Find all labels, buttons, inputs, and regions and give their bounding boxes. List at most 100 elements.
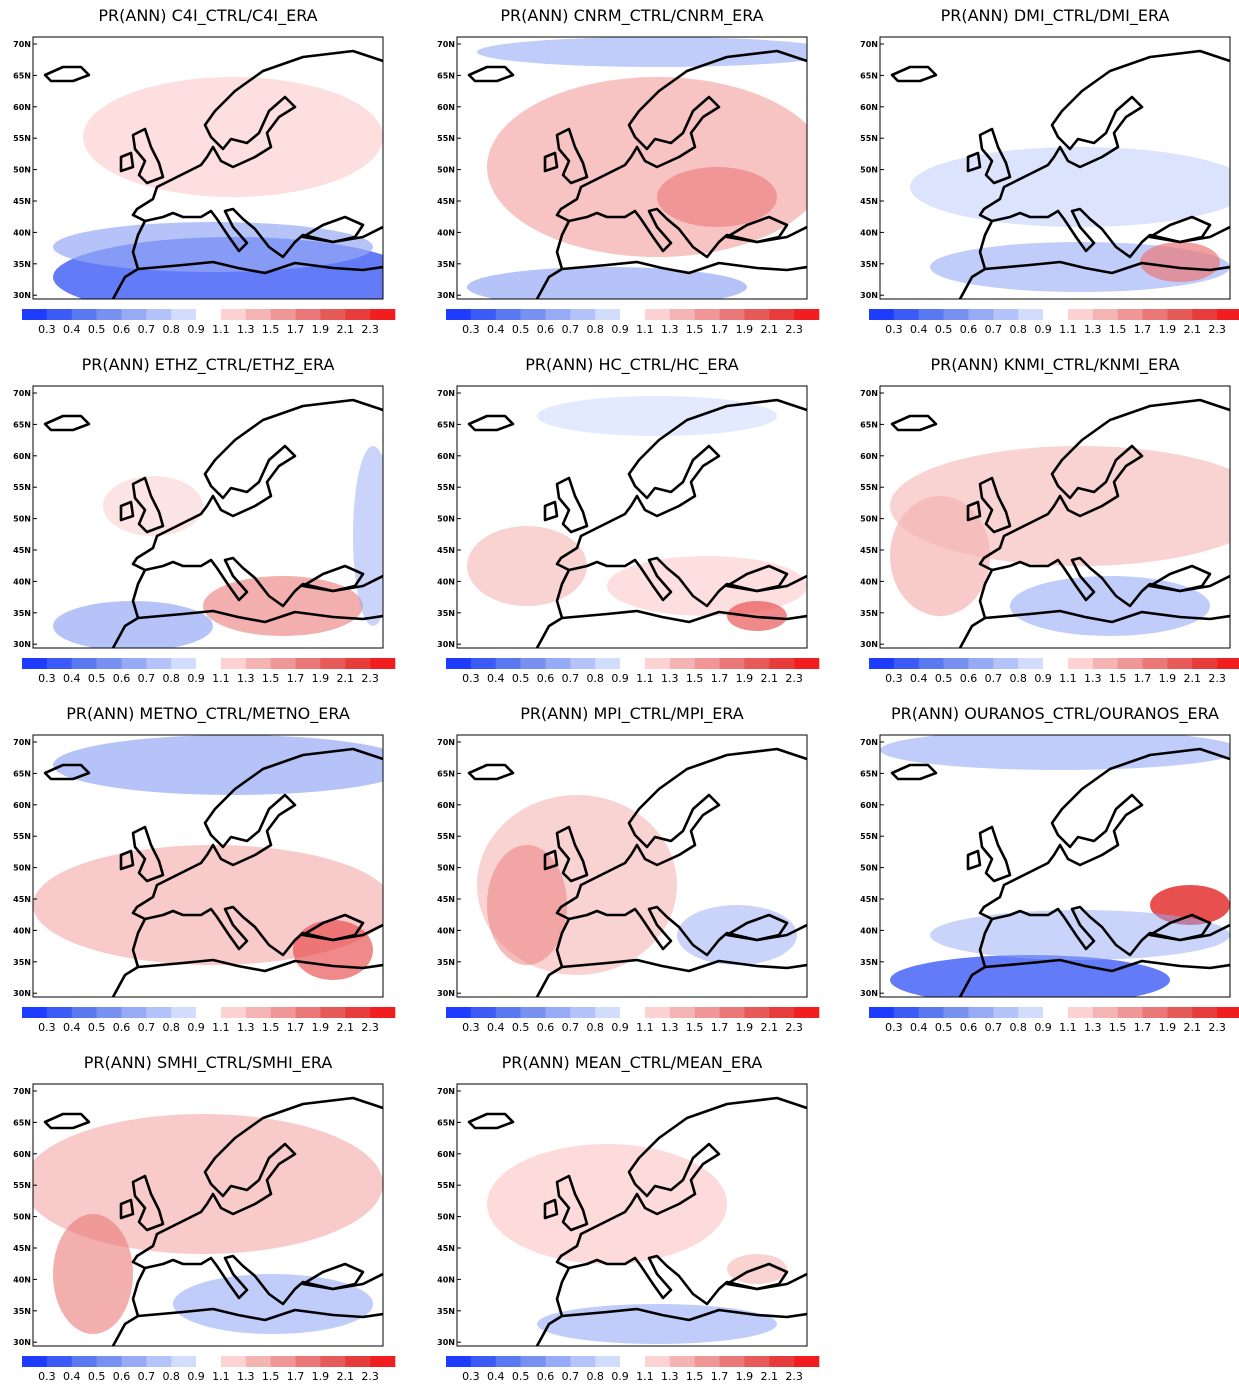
colorbar-segment xyxy=(545,309,570,320)
lat-label: 55N xyxy=(437,832,455,841)
colorbar-label: 0.7 xyxy=(562,1370,580,1383)
colorbar-segment xyxy=(993,1007,1018,1018)
map-panel: PR(ANN) MPI_CTRL/MPI_ERA70N65N60N55N50N4… xyxy=(437,704,819,1034)
shade xyxy=(487,845,567,965)
colorbar-segment xyxy=(471,1007,496,1018)
colorbar-segment xyxy=(620,1007,645,1018)
map: 70N65N60N55N50N45N40N35N30N xyxy=(437,37,837,307)
colorbar-segment xyxy=(97,1007,122,1018)
colorbar-segment xyxy=(146,1356,171,1367)
colorbar-label: 0.7 xyxy=(138,323,156,336)
colorbar-label: 1.9 xyxy=(312,1021,330,1034)
colorbar-segment xyxy=(869,309,894,320)
lat-label: 40N xyxy=(13,926,31,935)
lat-label: 40N xyxy=(437,228,455,237)
colorbar-label: 0.3 xyxy=(462,1370,480,1383)
shade xyxy=(103,476,203,536)
lat-label: 35N xyxy=(13,958,31,967)
lat-label: 70N xyxy=(437,1087,455,1096)
colorbar-label: 1.3 xyxy=(661,672,679,685)
panel-title: PR(ANN) CNRM_CTRL/CNRM_ERA xyxy=(500,6,763,26)
colorbar-segment xyxy=(720,658,745,669)
lat-label: 65N xyxy=(13,420,31,429)
lat-label: 30N xyxy=(437,640,455,649)
lat-label: 70N xyxy=(860,738,878,747)
colorbar-segment xyxy=(720,309,745,320)
lat-label: 60N xyxy=(860,801,878,810)
colorbar-segment xyxy=(246,658,271,669)
colorbar-label: 0.5 xyxy=(88,1021,106,1034)
map-panel: PR(ANN) MEAN_CTRL/MEAN_ERA70N65N60N55N50… xyxy=(437,1053,819,1383)
lat-label: 60N xyxy=(860,452,878,461)
colorbar-label: 1.5 xyxy=(686,1021,704,1034)
colorbar-segment xyxy=(521,1356,546,1367)
colorbar-label: 0.4 xyxy=(63,323,81,336)
colorbar-segment xyxy=(894,309,919,320)
lat-label: 70N xyxy=(437,40,455,49)
colorbar-label: 2.3 xyxy=(361,672,379,685)
colorbar-label: 0.5 xyxy=(512,1021,530,1034)
colorbar-segment xyxy=(1118,658,1143,669)
colorbar-label: 1.1 xyxy=(212,1370,230,1383)
colorbar-segment xyxy=(496,309,521,320)
lat-label: 45N xyxy=(437,895,455,904)
lat-label: 55N xyxy=(13,134,31,143)
colorbar-label: 0.4 xyxy=(487,1021,505,1034)
colorbar-segment xyxy=(670,1007,695,1018)
colorbar-label: 1.7 xyxy=(287,1021,305,1034)
colorbar-label: 0.8 xyxy=(1009,323,1027,336)
lat-label: 35N xyxy=(13,1307,31,1316)
colorbar-label: 1.1 xyxy=(1059,323,1077,336)
colorbar-label: 0.3 xyxy=(885,1021,903,1034)
colorbar-segment xyxy=(496,1007,521,1018)
lat-label: 50N xyxy=(860,166,878,175)
colorbar-label: 1.1 xyxy=(636,672,654,685)
lat-label: 65N xyxy=(437,1118,455,1127)
colorbar-label: 1.5 xyxy=(1109,1021,1127,1034)
colorbar-label: 0.4 xyxy=(487,323,505,336)
colorbar-label: 0.3 xyxy=(38,672,56,685)
colorbar-label: 0.9 xyxy=(1034,323,1052,336)
colorbar-segment xyxy=(620,309,645,320)
colorbar-label: 0.5 xyxy=(512,323,530,336)
colorbar-label: 0.9 xyxy=(611,672,629,685)
colorbar-label: 0.7 xyxy=(562,672,580,685)
lat-label: 65N xyxy=(860,71,878,80)
colorbar-segment xyxy=(496,1356,521,1367)
colorbar-segment xyxy=(246,1356,271,1367)
panel-title: PR(ANN) METNO_CTRL/METNO_ERA xyxy=(66,704,350,724)
colorbar-label: 1.9 xyxy=(312,323,330,336)
colorbar-label: 2.1 xyxy=(337,672,355,685)
colorbar-label: 1.9 xyxy=(312,672,330,685)
colorbar-segment xyxy=(1018,658,1043,669)
colorbar-label: 1.7 xyxy=(287,323,305,336)
colorbar-segment xyxy=(471,1356,496,1367)
colorbar: 0.30.40.50.60.70.80.91.11.31.51.71.92.12… xyxy=(446,658,819,685)
colorbar-label: 0.6 xyxy=(113,1370,131,1383)
lat-label: 35N xyxy=(437,958,455,967)
lat-label: 45N xyxy=(437,1244,455,1253)
shade xyxy=(53,222,373,272)
colorbar-segment xyxy=(221,309,246,320)
colorbar-label: 0.5 xyxy=(88,323,106,336)
shade xyxy=(53,1214,133,1334)
colorbar-segment xyxy=(196,309,221,320)
colorbar-segment xyxy=(894,658,919,669)
colorbar-label: 1.3 xyxy=(237,1021,255,1034)
colorbar-segment xyxy=(944,658,969,669)
colorbar-segment xyxy=(769,1356,794,1367)
colorbar-segment xyxy=(121,1356,146,1367)
colorbar-segment xyxy=(72,1356,97,1367)
colorbar-label: 0.4 xyxy=(63,1370,81,1383)
colorbar-segment xyxy=(670,309,695,320)
lat-label: 45N xyxy=(860,197,878,206)
map: 70N65N60N55N50N45N40N35N30N xyxy=(860,37,1239,300)
colorbar-label: 1.1 xyxy=(636,1021,654,1034)
map: 70N65N60N55N50N45N40N35N30N xyxy=(13,37,413,317)
colorbar-segment xyxy=(944,1007,969,1018)
shade xyxy=(537,1304,777,1344)
shading xyxy=(23,1114,383,1334)
colorbar-label: 0.9 xyxy=(611,323,629,336)
colorbar-segment xyxy=(221,658,246,669)
